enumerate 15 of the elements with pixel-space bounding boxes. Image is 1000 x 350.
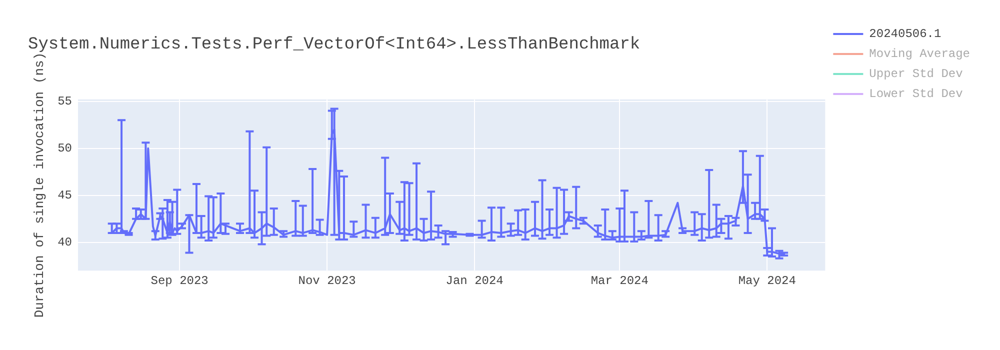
legend-label: Lower Std Dev [869,87,963,102]
y-tick-label: 45 [58,188,72,203]
chart-title: System.Numerics.Tests.Perf_VectorOf<Int64>.LessThanBenchmark [28,36,640,55]
x-tick-label: Nov 2023 [298,274,356,288]
y-axis-title: Duration of single invocation (ns) [32,52,48,318]
legend-label: Upper Std Dev [869,67,963,82]
x-tick-label: Sep 2023 [150,274,208,288]
y-tick-label: 40 [58,236,72,250]
x-tick-label: Jan 2024 [446,274,504,288]
x-tick-label: May 2024 [738,274,796,288]
legend-label: 20240506.1 [869,27,942,42]
y-tick-label: 55 [58,94,72,108]
legend-label: Moving Average [869,47,970,62]
x-tick-label: Mar 2024 [590,274,648,288]
y-tick-label: 50 [58,141,72,156]
